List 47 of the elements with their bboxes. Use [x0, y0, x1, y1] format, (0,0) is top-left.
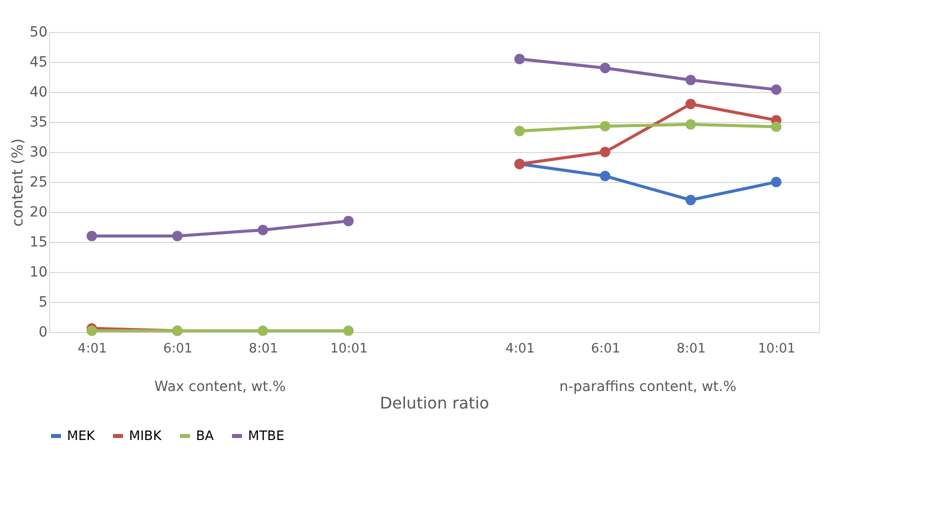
point — [685, 98, 696, 110]
y-tick-label: 30 — [30, 144, 48, 160]
x-tick-label: 10:01 — [758, 342, 796, 356]
point — [685, 119, 696, 130]
x-tick-label: 6:01 — [163, 342, 192, 356]
point — [343, 216, 354, 226]
point — [770, 84, 782, 95]
y-tick-label: 45 — [30, 54, 48, 70]
point — [685, 74, 696, 86]
y-tick-label: 35 — [30, 114, 48, 130]
point — [685, 194, 696, 206]
point — [514, 126, 525, 136]
y-tick-label: 5 — [38, 294, 48, 310]
point — [258, 224, 268, 236]
point — [600, 146, 610, 158]
point — [514, 54, 525, 64]
legend-label: MEK — [67, 429, 96, 444]
y-tick-label: 10 — [30, 264, 48, 280]
x-axis-title: Delution ratio — [380, 394, 490, 412]
point — [86, 326, 98, 336]
legend-label: MTBE — [248, 429, 284, 444]
point — [343, 326, 354, 336]
y-axis-title: content (%) — [8, 138, 27, 227]
legend-label: BA — [196, 429, 214, 444]
y-tick-label: 20 — [30, 204, 48, 220]
y-tick-label: 25 — [30, 174, 48, 190]
legend-label: MIBK — [129, 429, 162, 444]
point — [600, 62, 610, 74]
point — [770, 122, 782, 132]
point — [600, 170, 610, 182]
y-tick-label: 15 — [30, 234, 48, 250]
y-tick-label: 0 — [38, 324, 48, 340]
y-tick-label: 40 — [30, 84, 48, 100]
point — [172, 230, 183, 242]
x-tick-label: 6:01 — [591, 342, 620, 356]
y-tick-label: 50 — [30, 24, 48, 40]
point — [86, 230, 98, 242]
text: Wax content, wt.% — [154, 379, 286, 395]
point — [600, 120, 610, 132]
x-tick-label: 10:01 — [330, 342, 368, 356]
x-tick-label: 8:01 — [248, 342, 278, 356]
point — [770, 176, 782, 188]
x-tick-label: 8:01 — [676, 342, 706, 356]
x-tick-label: 4:01 — [505, 342, 535, 356]
x-tick-label: 4:01 — [78, 342, 107, 356]
point — [258, 326, 268, 336]
text: n-paraffins content, wt.% — [559, 379, 736, 395]
